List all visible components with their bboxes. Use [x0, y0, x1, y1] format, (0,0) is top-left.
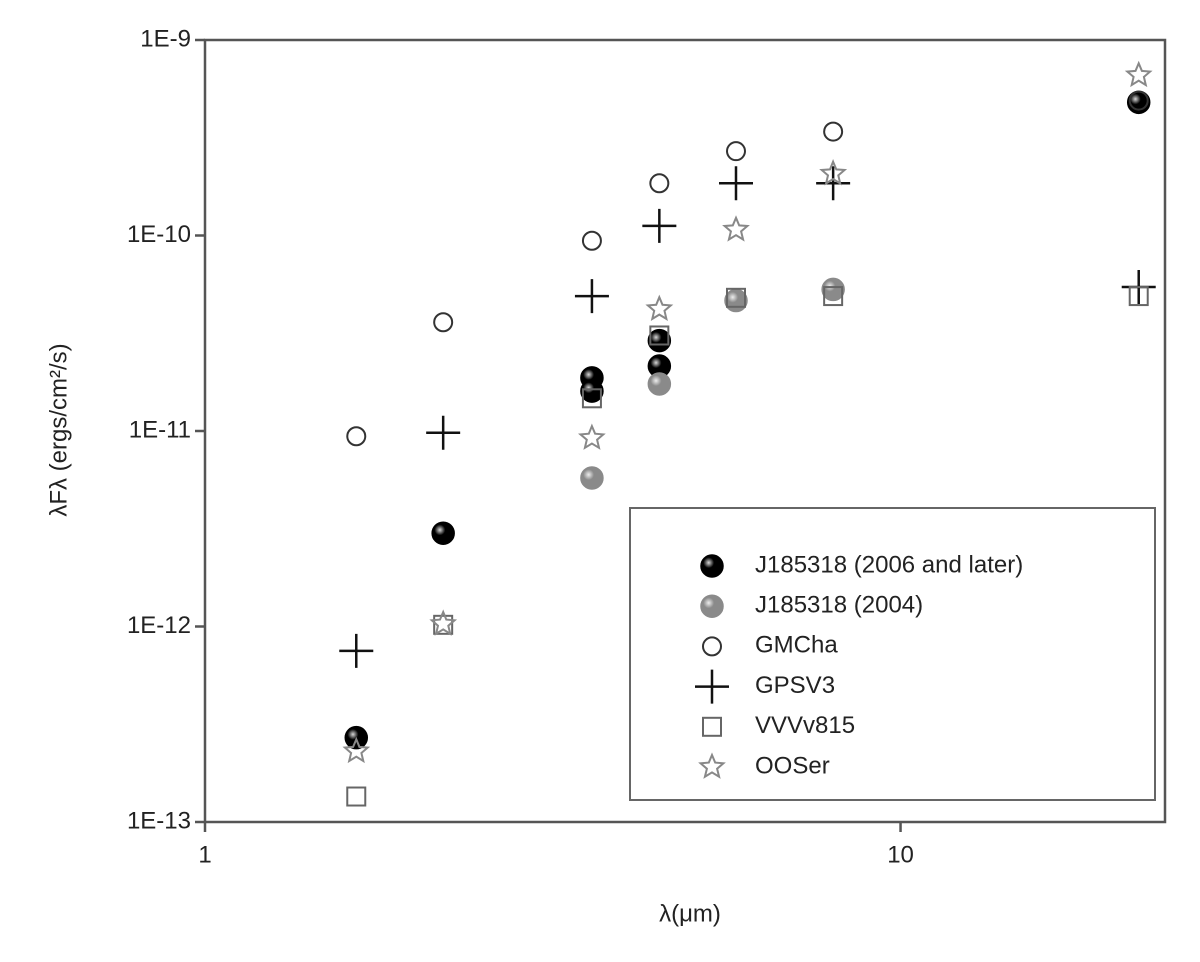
x-axis-label: λ(μm) [659, 900, 721, 927]
legend-marker [695, 669, 729, 704]
data-point [1124, 60, 1153, 88]
marker-shade [432, 522, 455, 545]
data-point [574, 279, 609, 314]
legend-marker [698, 752, 726, 779]
data-point [429, 609, 458, 636]
data-point [1128, 90, 1149, 111]
data-point [823, 286, 844, 307]
data-point [426, 415, 461, 450]
data-point [346, 786, 367, 807]
legend-label: J185318 (2004) [755, 592, 923, 619]
marker-shade [701, 555, 723, 577]
marker-shade [822, 278, 845, 301]
legend-label: GPSV3 [755, 672, 835, 699]
data-point [649, 325, 670, 346]
data-point [578, 423, 606, 450]
data-point [581, 230, 602, 251]
data-point [649, 173, 670, 194]
data-point [1128, 286, 1149, 307]
data-point [642, 208, 677, 243]
data-point [816, 166, 851, 201]
y-tick-label: 1E-11 [129, 416, 191, 443]
legend-label: J185318 (2006 and later) [755, 551, 1023, 578]
data-point [339, 633, 374, 668]
data-point [823, 121, 844, 142]
x-tick-label: 10 [887, 841, 914, 868]
data-point [433, 312, 454, 333]
marker-shade [724, 289, 747, 312]
legend-label: VVVv815 [755, 712, 855, 739]
legend-marker [702, 636, 722, 657]
data-point [725, 287, 746, 308]
data-point [342, 736, 371, 764]
marker-shade [580, 466, 603, 489]
marker-shade [580, 380, 603, 403]
y-tick-label: 1E-9 [140, 25, 191, 52]
legend-label: OOSer [755, 752, 830, 779]
legend-label: GMCha [755, 632, 838, 659]
data-point [718, 166, 753, 201]
data-point [725, 141, 746, 162]
y-tick-label: 1E-13 [127, 807, 191, 834]
y-tick-label: 1E-10 [127, 221, 191, 248]
y-axis-label: λFλ (ergs/cm²/s) [45, 343, 72, 516]
marker-shade [648, 372, 671, 395]
y-tick-label: 1E-12 [127, 612, 191, 639]
legend-marker [702, 716, 722, 737]
marker-shade [648, 329, 671, 352]
data-point [433, 614, 454, 635]
data-point [722, 215, 750, 242]
data-point [645, 294, 674, 322]
marker-shade [701, 595, 723, 618]
marker-shade [648, 355, 671, 378]
data-point [346, 426, 367, 447]
x-tick-label: 1 [198, 841, 211, 868]
data-point [819, 159, 848, 186]
data-point [581, 388, 602, 409]
